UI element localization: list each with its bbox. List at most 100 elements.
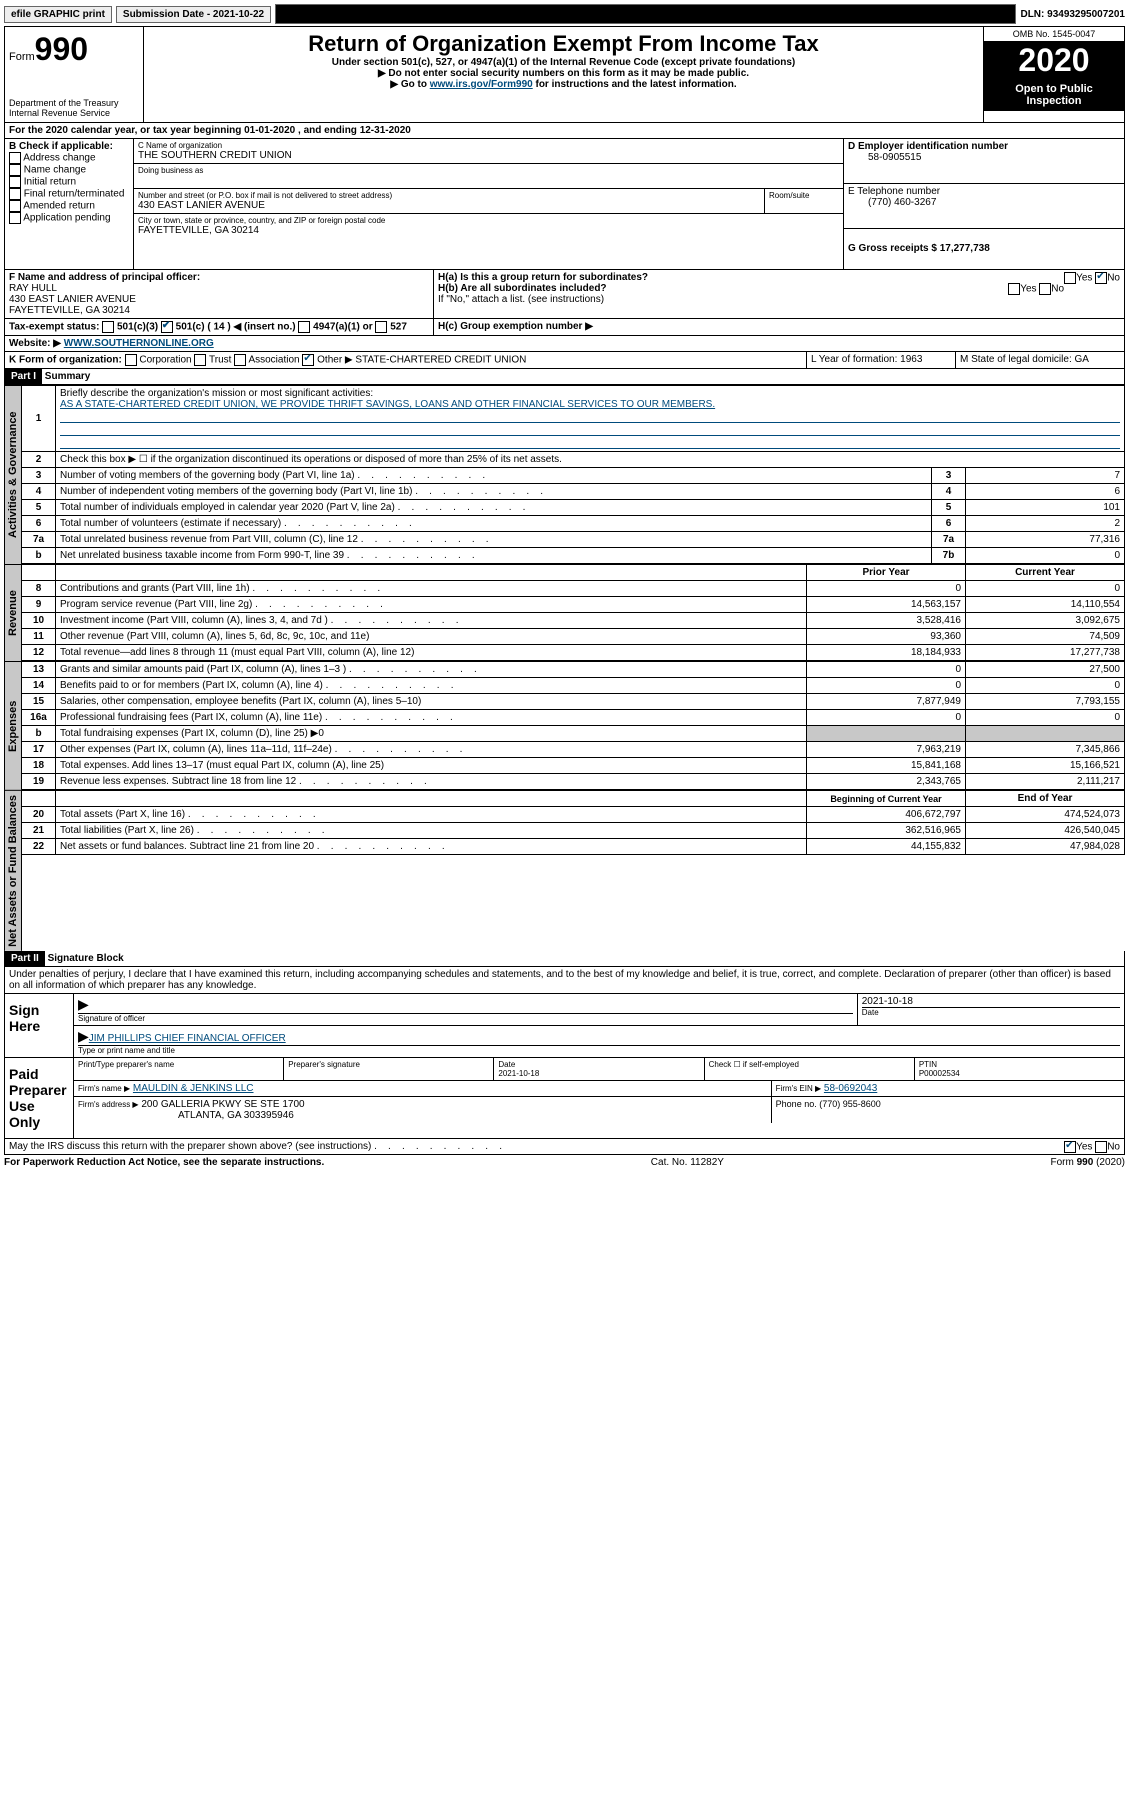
chk-app-pending[interactable] bbox=[9, 212, 21, 224]
perjury-text: Under penalties of perjury, I declare th… bbox=[4, 967, 1125, 994]
firm-ein-label: Firm's EIN ▶ bbox=[776, 1084, 821, 1093]
q16a-p: 0 bbox=[807, 710, 966, 726]
section-e-label: E Telephone number bbox=[848, 186, 1120, 197]
chk-trust[interactable] bbox=[194, 354, 206, 366]
q8-p: 0 bbox=[807, 581, 966, 597]
col-beginning: Beginning of Current Year bbox=[807, 791, 966, 807]
chk-assoc[interactable] bbox=[234, 354, 246, 366]
q11-num: 11 bbox=[22, 629, 56, 645]
section-g: G Gross receipts $ 17,277,738 bbox=[848, 243, 990, 254]
sig-date-label: Date bbox=[862, 1007, 1120, 1017]
q18-text: Total expenses. Add lines 13–17 (must eq… bbox=[56, 758, 807, 774]
dept-label: Department of the Treasury bbox=[9, 98, 139, 108]
chk-address-change[interactable] bbox=[9, 152, 21, 164]
part1-title: Summary bbox=[45, 371, 91, 382]
part2-title: Signature Block bbox=[48, 953, 124, 964]
chk-corp[interactable] bbox=[125, 354, 137, 366]
chk-final-return[interactable] bbox=[9, 188, 21, 200]
q21-p: 362,516,965 bbox=[807, 823, 966, 839]
opt-final-return: Final return/terminated bbox=[24, 189, 125, 200]
firm-phone: Phone no. (770) 955-8600 bbox=[772, 1097, 1124, 1123]
firm-addr: 200 GALLERIA PKWY SE STE 1700 bbox=[141, 1099, 304, 1110]
q19-num: 19 bbox=[22, 774, 56, 790]
prep-date-label: Date bbox=[498, 1060, 515, 1069]
opt-app-pending: Application pending bbox=[23, 213, 110, 224]
q8-c: 0 bbox=[966, 581, 1125, 597]
section-m: M State of legal domicile: GA bbox=[956, 352, 1124, 368]
revenue-table: Prior YearCurrent Year 8Contributions an… bbox=[22, 564, 1125, 661]
section-b-label: B Check if applicable: bbox=[9, 141, 129, 152]
city-label: City or town, state or province, country… bbox=[138, 216, 839, 225]
hb-note: If "No," attach a list. (see instruction… bbox=[438, 294, 1120, 305]
chk-hb-yes[interactable] bbox=[1008, 283, 1020, 295]
q22-p: 44,155,832 bbox=[807, 839, 966, 855]
q11-p: 93,360 bbox=[807, 629, 966, 645]
goto-prefix: ▶ Go to bbox=[390, 79, 429, 90]
toolbar-spacer bbox=[275, 4, 1016, 24]
q17-c: 7,345,866 bbox=[966, 742, 1125, 758]
efile-print-button[interactable]: efile GRAPHIC print bbox=[4, 6, 112, 23]
chk-527[interactable] bbox=[375, 321, 387, 333]
q2-num: 2 bbox=[22, 452, 56, 468]
ein-value: 58-0905515 bbox=[848, 152, 1120, 163]
q3-idx: 3 bbox=[932, 468, 966, 484]
q5-text: Total number of individuals employed in … bbox=[60, 502, 525, 513]
q5-idx: 5 bbox=[932, 500, 966, 516]
irs-form990-link[interactable]: www.irs.gov/Form990 bbox=[430, 79, 533, 90]
q7a-val: 77,316 bbox=[966, 532, 1125, 548]
firm-name-label: Firm's name ▶ bbox=[78, 1084, 130, 1093]
chk-other[interactable] bbox=[302, 354, 314, 366]
opt-initial-return: Initial return bbox=[24, 177, 76, 188]
sig-date: 2021-10-18 bbox=[862, 996, 913, 1007]
q21-c: 426,540,045 bbox=[966, 823, 1125, 839]
q3-num: 3 bbox=[22, 468, 56, 484]
chk-ha-yes[interactable] bbox=[1064, 272, 1076, 284]
q18-c: 15,166,521 bbox=[966, 758, 1125, 774]
chk-501c[interactable] bbox=[161, 321, 173, 333]
q15-num: 15 bbox=[22, 694, 56, 710]
q2-text: Check this box ▶ ☐ if the organization d… bbox=[56, 452, 1125, 468]
chk-initial-return[interactable] bbox=[9, 176, 21, 188]
chk-amended[interactable] bbox=[9, 200, 21, 212]
q10-c: 3,092,675 bbox=[966, 613, 1125, 629]
firm-addr2: ATLANTA, GA 303395946 bbox=[78, 1110, 294, 1121]
chk-discuss-no[interactable] bbox=[1095, 1141, 1107, 1153]
q6-num: 6 bbox=[22, 516, 56, 532]
chk-ha-no[interactable] bbox=[1095, 272, 1107, 284]
q19-p: 2,343,765 bbox=[807, 774, 966, 790]
q6-idx: 6 bbox=[932, 516, 966, 532]
dba-label: Doing business as bbox=[138, 166, 839, 175]
opt-501c3: 501(c)(3) bbox=[117, 322, 158, 333]
website-link[interactable]: WWW.SOUTHERNONLINE.ORG bbox=[64, 338, 214, 349]
section-i-label: Tax-exempt status: bbox=[9, 322, 99, 333]
q22-num: 22 bbox=[22, 839, 56, 855]
netassets-table: Beginning of Current YearEnd of Year 20T… bbox=[22, 790, 1125, 855]
chk-4947[interactable] bbox=[298, 321, 310, 333]
prep-sig-label: Preparer's signature bbox=[288, 1060, 360, 1069]
discuss-yes: Yes bbox=[1076, 1141, 1092, 1152]
chk-name-change[interactable] bbox=[9, 164, 21, 176]
activities-table: 1Briefly describe the organization's mis… bbox=[22, 385, 1125, 564]
col-end: End of Year bbox=[966, 791, 1125, 807]
submission-date-button[interactable]: Submission Date - 2021-10-22 bbox=[116, 6, 271, 23]
chk-hb-no[interactable] bbox=[1039, 283, 1051, 295]
sig-name-label: Type or print name and title bbox=[78, 1045, 1120, 1055]
q19-c: 2,111,217 bbox=[966, 774, 1125, 790]
chk-501c3[interactable] bbox=[102, 321, 114, 333]
q17-num: 17 bbox=[22, 742, 56, 758]
open-inspection-label: Open to Public Inspection bbox=[984, 79, 1124, 111]
street-address: 430 EAST LANIER AVENUE bbox=[138, 200, 760, 211]
ptin-label: PTIN bbox=[919, 1060, 937, 1069]
chk-discuss-yes[interactable] bbox=[1064, 1141, 1076, 1153]
q6-text: Total number of volunteers (estimate if … bbox=[60, 518, 412, 529]
form-number: 990 bbox=[35, 31, 88, 67]
hb-label: H(b) Are all subordinates included? bbox=[438, 283, 607, 294]
name-arrow-icon: ▶ bbox=[78, 1028, 89, 1044]
firm-ein: 58-0692043 bbox=[824, 1083, 877, 1094]
q20-p: 406,672,797 bbox=[807, 807, 966, 823]
q10-text: Investment income (Part VIII, column (A)… bbox=[60, 615, 458, 626]
q4-idx: 4 bbox=[932, 484, 966, 500]
q8-text: Contributions and grants (Part VIII, lin… bbox=[60, 583, 380, 594]
q9-p: 14,563,157 bbox=[807, 597, 966, 613]
ha-label: H(a) Is this a group return for subordin… bbox=[438, 272, 648, 283]
